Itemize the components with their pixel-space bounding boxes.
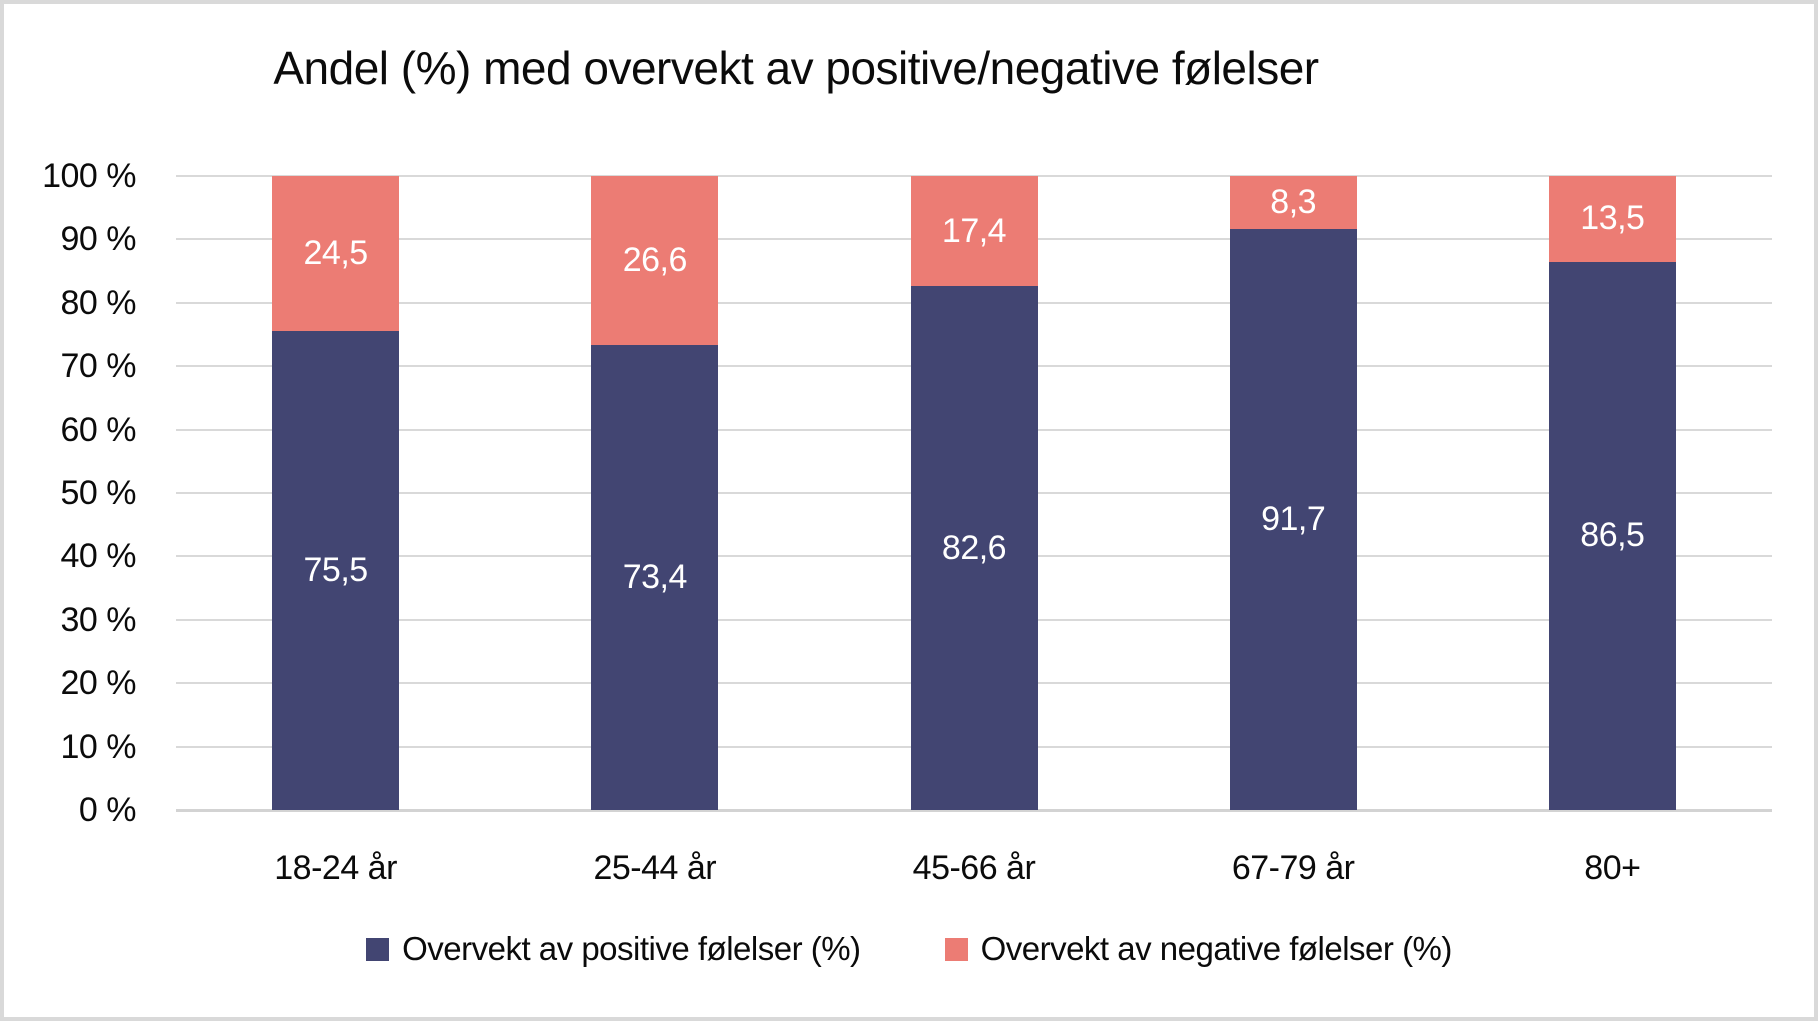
legend-label: Overvekt av negative følelser (%) [980, 930, 1453, 967]
bar-value-label: 82,6 [941, 528, 1007, 567]
stacked-bar: 91,7 8,3 [1229, 176, 1357, 810]
chart-title: Andel (%) med overvekt av positive/negat… [273, 42, 1319, 94]
bar-value-label: 86,5 [1580, 516, 1645, 555]
stacked-bar: 86,5 13,5 [1548, 176, 1676, 810]
y-tick-label: 80 % [60, 283, 137, 322]
bar-segment-negative: 13,5 [1548, 176, 1676, 262]
bar-value-label: 24,5 [303, 234, 369, 273]
stacked-bar: 75,5 24,5 [272, 176, 400, 810]
legend: Overvekt av positive følelser (%) Overvek… [4, 930, 1814, 968]
bar-segment-negative: 26,6 [591, 176, 719, 345]
y-tick-label: 100 % [42, 157, 136, 195]
bar-segment-positive: 75,5 [272, 331, 400, 810]
x-tick-label: 45-66 år [912, 849, 1036, 887]
bar-segment-positive: 73,4 [591, 344, 719, 810]
x-tick-label: 67-79 år [1231, 849, 1355, 887]
bar-value-label: 91,7 [1261, 499, 1326, 538]
bar-segment-negative: 24,5 [272, 176, 400, 332]
x-axis: 18-24 år 25-44 år 45-66 år 67-79 år 80+ [176, 846, 1772, 890]
bar-segment-positive: 91,7 [1229, 228, 1357, 810]
bar-segment-positive: 86,5 [1548, 261, 1676, 810]
y-tick-label: 90 % [60, 220, 137, 259]
y-tick-label: 50 % [60, 474, 137, 512]
bar-value-label: 13,5 [1580, 199, 1645, 238]
x-tick-label: 25-44 år [593, 849, 717, 887]
x-tick-label: 80+ [1584, 849, 1641, 887]
bar-segment-negative: 8,3 [1229, 176, 1357, 229]
y-tick-label: 0 % [78, 791, 137, 829]
y-tick-label: 10 % [60, 727, 137, 766]
bar-value-label: 17,4 [941, 211, 1007, 250]
legend-swatch-negative [944, 937, 968, 961]
bar-value-label: 73,4 [622, 557, 688, 596]
bar-segment-positive: 82,6 [910, 286, 1038, 810]
legend-swatch-positive [366, 937, 390, 961]
axis-zero-line [176, 809, 1772, 812]
bar-value-label: 75,5 [303, 551, 369, 590]
y-tick-label: 30 % [60, 600, 137, 639]
gridline [176, 175, 1772, 177]
legend-label: Overvekt av positive følelser (%) [402, 930, 861, 967]
bar-value-label: 26,6 [622, 240, 688, 279]
stacked-bar: 82,6 17,4 [910, 176, 1038, 810]
y-tick-label: 20 % [60, 664, 137, 703]
stacked-bar: 73,4 26,6 [591, 176, 719, 810]
bar-value-label: 8,3 [1270, 182, 1317, 221]
legend-item-negative: Overvekt av negative følelser (%) [944, 930, 1453, 968]
y-tick-label: 60 % [60, 410, 137, 449]
y-axis: 0 % 10 % 20 % 30 % 40 % 50 % 60 % 70 % 80 % 90 % 1… [4, 157, 137, 829]
y-tick-label: 40 % [60, 537, 137, 576]
legend-item-positive: Overvekt av positive følelser (%) [366, 930, 861, 968]
bar-segment-negative: 17,4 [910, 176, 1038, 287]
y-tick-label: 70 % [60, 347, 137, 386]
x-tick-label: 18-24 år [274, 849, 397, 887]
plot-area: 75,5 24,5 73,4 26,6 82,6 17,4 91,7 8,3 86,5 13,5 [176, 175, 1772, 812]
